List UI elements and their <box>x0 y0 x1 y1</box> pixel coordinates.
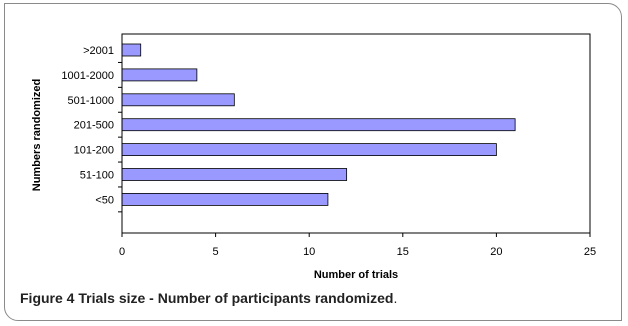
bar <box>121 43 142 57</box>
bar <box>121 68 198 82</box>
plot-area <box>121 33 591 234</box>
x-tick-label: 5 <box>213 246 219 258</box>
x-tick-label: 15 <box>397 246 409 258</box>
bar <box>121 168 348 181</box>
caption-title: Trials size - Number of participants ran… <box>78 290 394 306</box>
y-tick-label: >2001 <box>83 45 114 57</box>
x-tick-label: 20 <box>490 246 502 258</box>
y-tick-label: <50 <box>95 194 114 206</box>
caption-label: Figure 4 <box>20 290 75 306</box>
bar <box>121 93 235 107</box>
y-tick-labels: >2001 1001-2000 501-1000 201-500 101-200 51-1… <box>61 45 122 213</box>
y-tick-label: 201-500 <box>74 120 114 132</box>
x-tick-label: 25 <box>584 246 596 258</box>
figure-frame <box>4 3 622 321</box>
bar <box>121 192 329 206</box>
y-tick-label: 51-100 <box>80 170 114 182</box>
bars-layer <box>121 43 516 206</box>
y-tick-label: 1001-2000 <box>61 70 114 82</box>
bar <box>121 118 516 132</box>
y-tick-label: 101-200 <box>74 145 114 157</box>
bar <box>121 143 497 157</box>
x-tick-label: 0 <box>119 246 125 258</box>
x-tick-labels: 0 5 10 15 20 25 <box>119 233 596 258</box>
y-axis-label: Numbers randomized <box>31 79 43 191</box>
x-axis-label: Number of trials <box>314 269 398 281</box>
x-tick-label: 10 <box>303 246 315 258</box>
caption-end: . <box>393 290 398 306</box>
figure-caption: Figure 4 Trials size - Number of partici… <box>20 290 397 306</box>
y-tick-label: 501-1000 <box>68 95 115 107</box>
